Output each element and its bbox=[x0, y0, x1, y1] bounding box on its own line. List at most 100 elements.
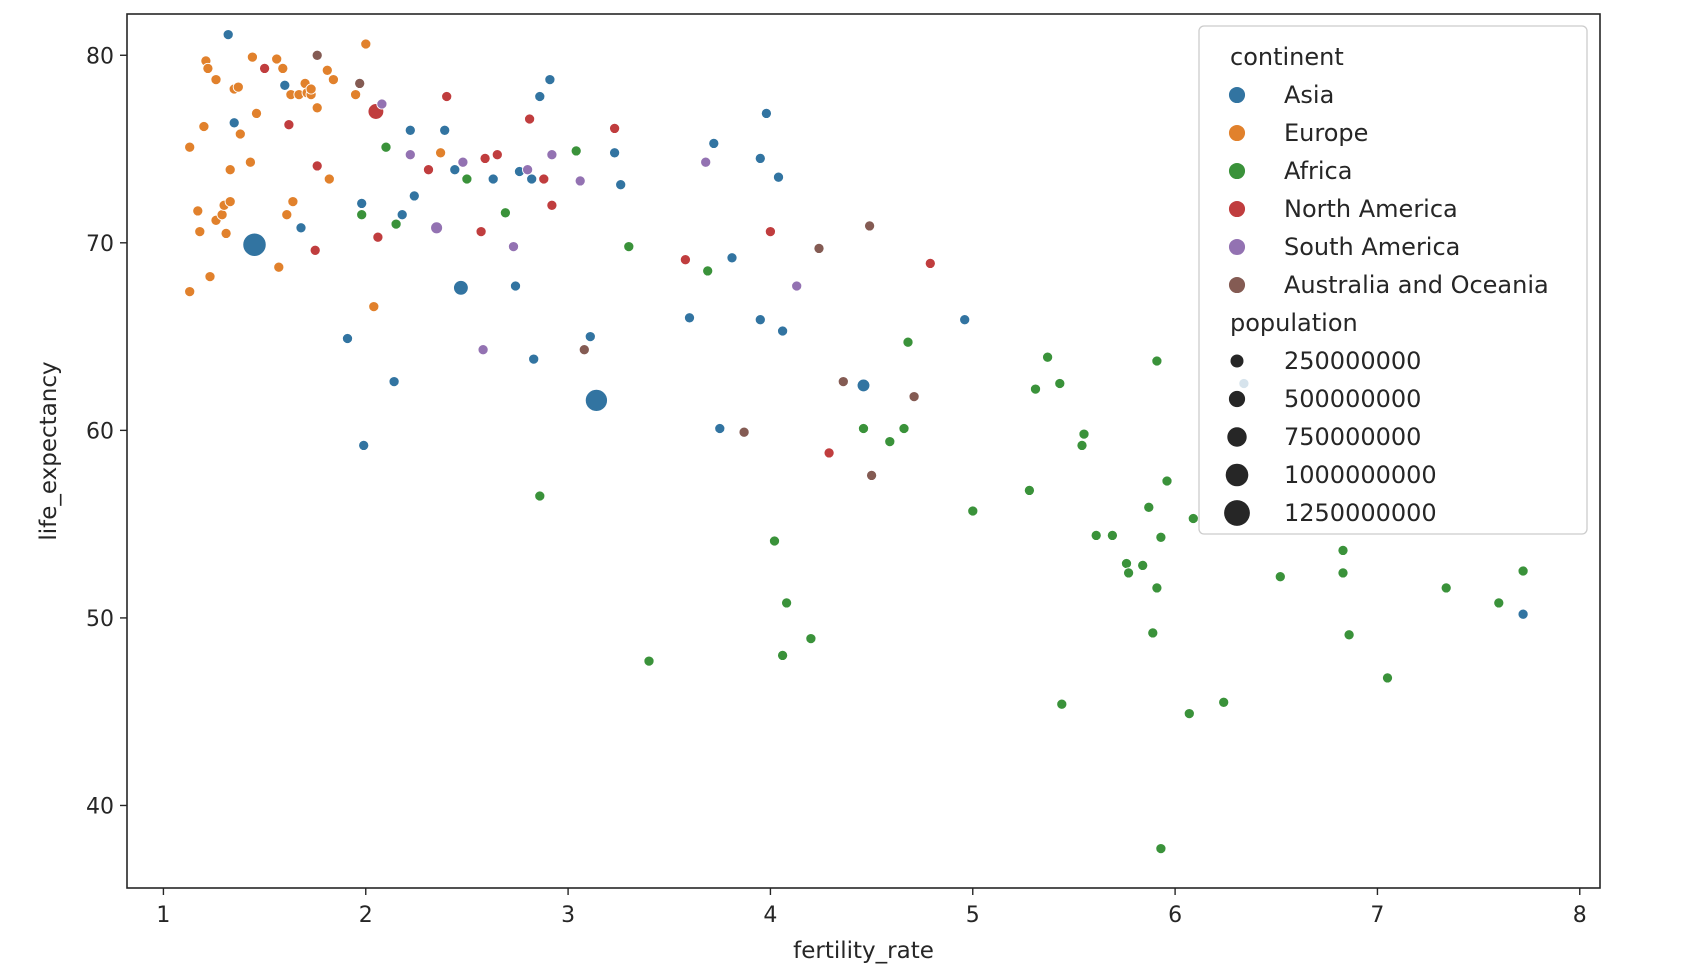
point-europe-39 bbox=[435, 147, 447, 159]
point-africa-44 bbox=[1343, 629, 1355, 641]
point-asia-14 bbox=[453, 279, 469, 296]
point-africa-11 bbox=[777, 649, 789, 661]
point-africa-9 bbox=[702, 265, 714, 277]
point-europe-6 bbox=[202, 62, 214, 74]
point-australia-and-oceania-3 bbox=[738, 426, 750, 438]
point-north-america-18 bbox=[924, 257, 936, 269]
point-africa-4 bbox=[499, 207, 511, 219]
x-axis-label: fertility_rate bbox=[793, 938, 934, 964]
point-asia-25 bbox=[615, 179, 627, 191]
point-asia-15 bbox=[487, 173, 499, 185]
point-australia-and-oceania-8 bbox=[908, 391, 920, 403]
point-south-america-10 bbox=[791, 280, 803, 292]
point-north-america-2 bbox=[309, 244, 321, 256]
point-asia-5 bbox=[341, 332, 354, 345]
point-europe-0 bbox=[184, 141, 196, 153]
point-asia-29 bbox=[726, 252, 738, 264]
point-africa-32 bbox=[1147, 627, 1159, 639]
point-africa-1 bbox=[380, 141, 392, 153]
point-africa-17 bbox=[902, 336, 914, 348]
point-australia-and-oceania-2 bbox=[578, 344, 590, 356]
point-north-america-12 bbox=[538, 173, 550, 185]
point-asia-11 bbox=[408, 190, 420, 202]
point-europe-12 bbox=[220, 227, 232, 239]
point-europe-13 bbox=[224, 196, 236, 208]
point-europe-31 bbox=[305, 83, 317, 95]
x-tick-label: 3 bbox=[561, 903, 575, 928]
point-asia-6 bbox=[356, 197, 368, 209]
point-asia-19 bbox=[528, 353, 540, 365]
point-europe-21 bbox=[271, 53, 283, 65]
point-north-america-16 bbox=[764, 226, 776, 238]
point-africa-37 bbox=[1161, 475, 1173, 487]
point-asia-7 bbox=[358, 439, 370, 451]
x-tick-label: 5 bbox=[966, 903, 980, 928]
point-asia-9 bbox=[396, 209, 408, 221]
point-south-america-2 bbox=[430, 221, 444, 235]
point-asia-1 bbox=[228, 117, 240, 129]
legend-marker-north-america bbox=[1228, 200, 1246, 218]
point-south-america-6 bbox=[522, 164, 534, 176]
point-north-america-7 bbox=[441, 90, 453, 103]
legend: continent Asia Europe Africa North America So… bbox=[1198, 25, 1588, 535]
point-north-america-14 bbox=[609, 122, 621, 134]
point-asia-27 bbox=[708, 137, 720, 149]
legend-size-marker bbox=[1225, 463, 1249, 487]
point-africa-33 bbox=[1151, 582, 1163, 594]
point-africa-27 bbox=[1106, 529, 1118, 541]
point-north-america-5 bbox=[372, 231, 384, 243]
point-asia-30 bbox=[754, 152, 766, 164]
point-australia-and-oceania-1 bbox=[354, 77, 366, 89]
point-europe-8 bbox=[210, 74, 222, 86]
point-asia-26 bbox=[683, 312, 696, 324]
point-europe-26 bbox=[287, 196, 299, 208]
point-north-america-0 bbox=[259, 62, 271, 74]
x-axis-ticks: 1 2 3 4 5 6 7 8 bbox=[156, 888, 1587, 928]
point-africa-20 bbox=[1029, 383, 1042, 395]
point-asia-23 bbox=[584, 388, 608, 412]
point-asia-31 bbox=[754, 314, 766, 326]
point-europe-7 bbox=[204, 271, 216, 283]
point-europe-24 bbox=[281, 209, 293, 221]
point-asia-33 bbox=[772, 171, 785, 183]
point-north-america-6 bbox=[422, 164, 435, 176]
point-europe-14 bbox=[224, 164, 236, 176]
point-asia-10 bbox=[404, 124, 416, 136]
point-asia-38 bbox=[1517, 608, 1529, 620]
legend-size-marker bbox=[1227, 427, 1247, 447]
point-north-america-3 bbox=[311, 160, 323, 172]
y-axis-label: life_expectancy bbox=[36, 361, 62, 540]
point-asia-35 bbox=[856, 378, 871, 393]
point-europe-23 bbox=[277, 62, 289, 74]
point-africa-28 bbox=[1120, 557, 1133, 570]
legend-size-marker bbox=[1224, 500, 1250, 526]
legend-label-north-america: North America bbox=[1284, 195, 1458, 223]
point-africa-2 bbox=[390, 218, 402, 230]
point-europe-36 bbox=[350, 89, 362, 101]
point-africa-31 bbox=[1143, 501, 1155, 513]
x-tick-label: 4 bbox=[763, 903, 777, 928]
point-africa-21 bbox=[1042, 351, 1054, 363]
point-africa-34 bbox=[1151, 355, 1163, 367]
legend-marker-europe bbox=[1228, 124, 1246, 142]
point-asia-21 bbox=[544, 74, 556, 86]
series-south-america bbox=[376, 98, 803, 356]
point-africa-43 bbox=[1337, 567, 1349, 579]
point-africa-30 bbox=[1137, 559, 1149, 571]
point-europe-38 bbox=[368, 301, 380, 313]
point-africa-24 bbox=[1076, 439, 1088, 451]
point-australia-and-oceania-7 bbox=[866, 469, 878, 481]
legend-marker-africa bbox=[1228, 162, 1246, 180]
point-europe-37 bbox=[360, 38, 372, 50]
point-africa-36 bbox=[1155, 843, 1167, 855]
point-south-america-8 bbox=[574, 175, 586, 187]
legend-label-australia-and-oceania: Australia and Oceania bbox=[1284, 271, 1549, 299]
x-tick-label: 8 bbox=[1573, 903, 1587, 928]
point-asia-34 bbox=[777, 325, 789, 337]
point-africa-35 bbox=[1155, 531, 1167, 543]
point-australia-and-oceania-4 bbox=[813, 242, 825, 254]
point-europe-16 bbox=[232, 81, 244, 93]
point-australia-and-oceania-6 bbox=[864, 220, 876, 232]
point-asia-32 bbox=[760, 107, 772, 119]
point-asia-0 bbox=[222, 29, 234, 41]
